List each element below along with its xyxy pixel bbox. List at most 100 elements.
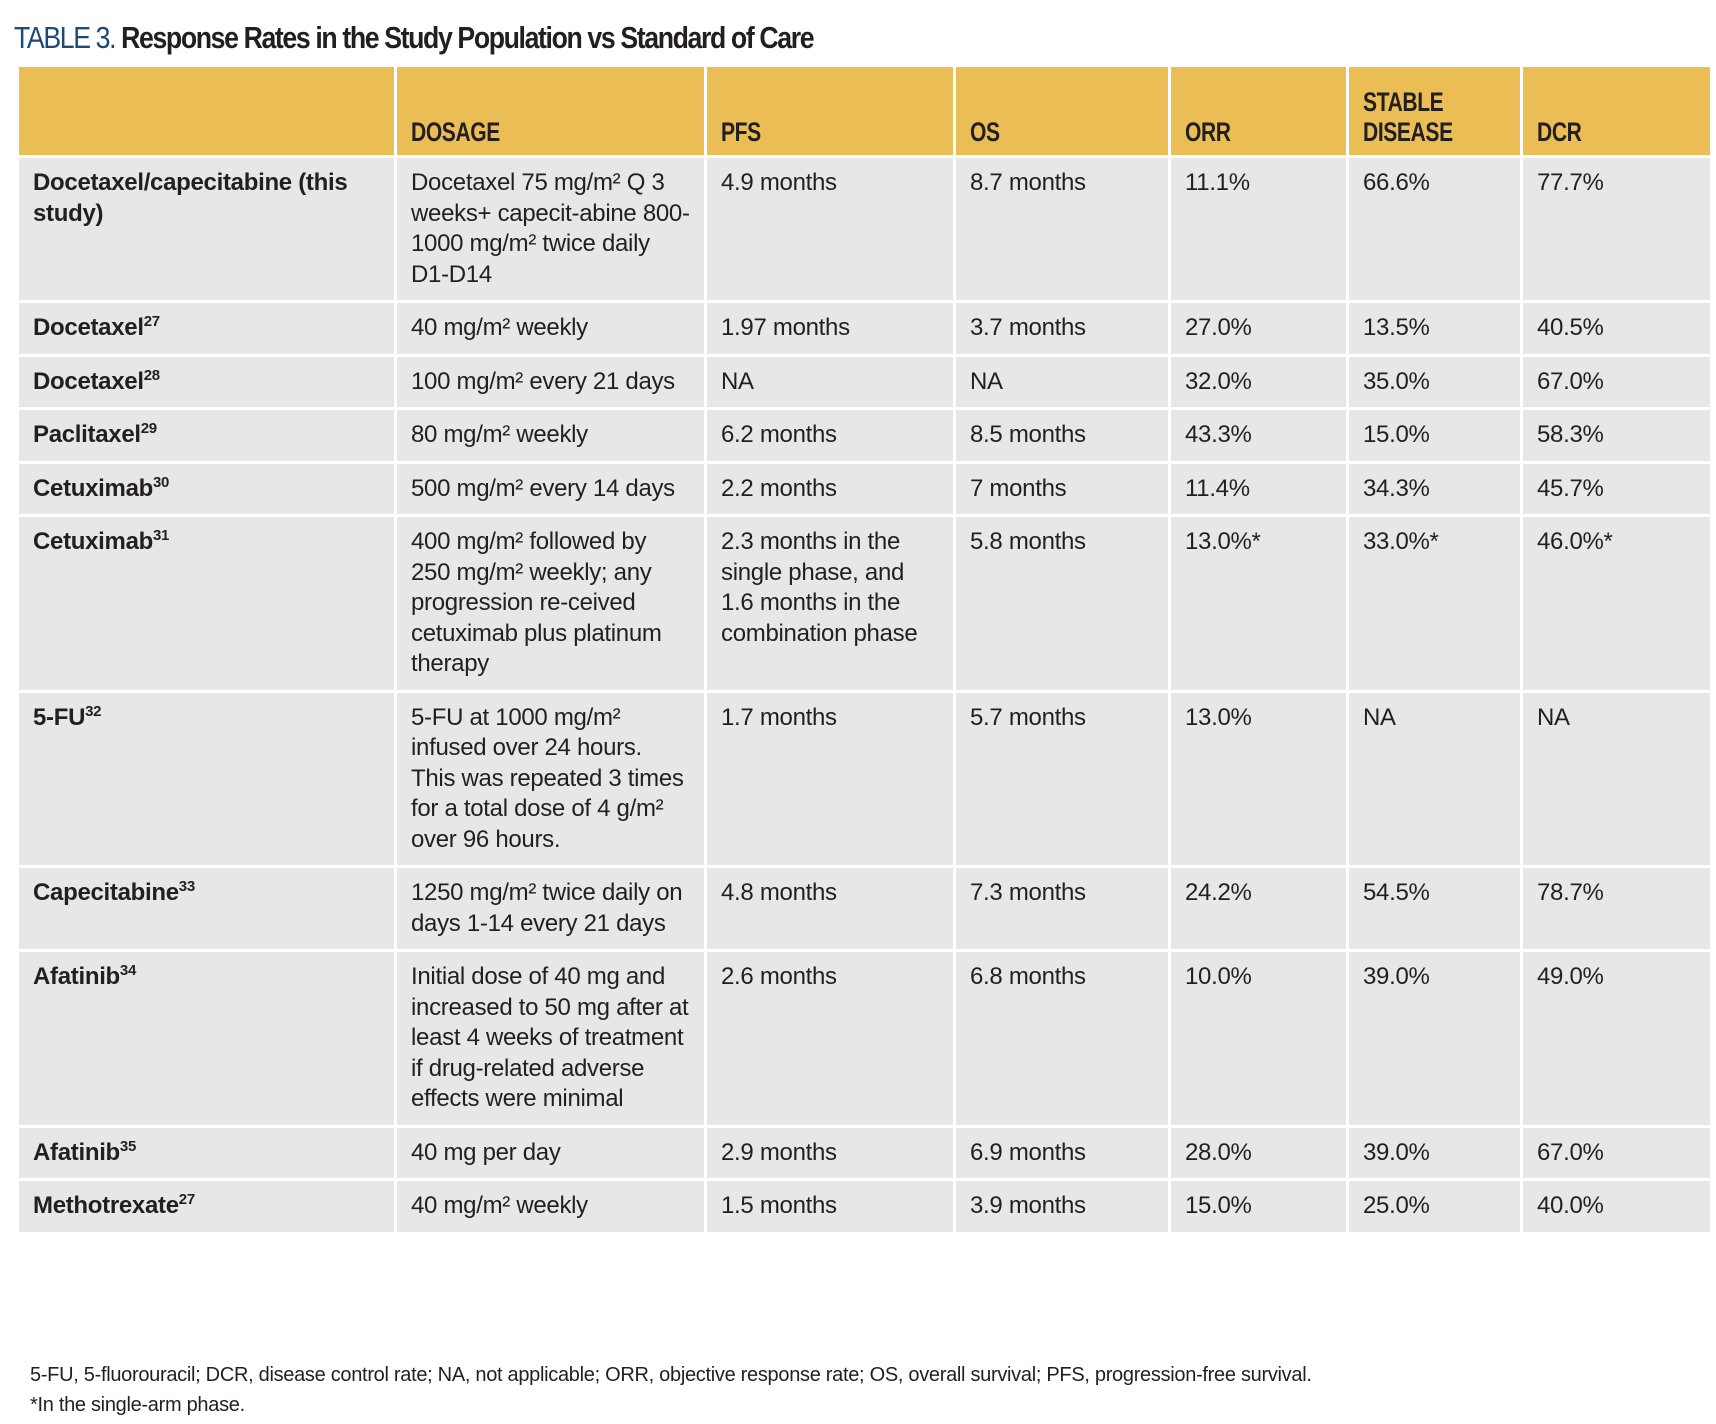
- reference-number: 29: [140, 420, 157, 437]
- orr-cell: 13.0%*: [1168, 514, 1349, 693]
- dosage-cell: Docetaxel 75 mg/m² Q 3 weeks+ capecit-ab…: [394, 155, 707, 303]
- header-label: OS: [970, 117, 1000, 147]
- drug-cell: Docetaxel28: [16, 353, 397, 410]
- orr-cell: 28.0%: [1168, 1124, 1349, 1181]
- drug-cell: Afatinib34: [16, 949, 397, 1128]
- pfs-cell: 2.3 months in the single phase, and 1.6 …: [704, 514, 956, 693]
- dosage-cell: Initial dose of 40 mg and increased to 5…: [394, 949, 707, 1128]
- table-row: Paclitaxel29 80 mg/m² weekly 6.2 months 8.5…: [16, 407, 1713, 464]
- os-cell: 8.7 months: [953, 155, 1171, 303]
- table-row: Cetuximab30 500 mg/m² every 14 days 2.2 mo…: [16, 460, 1713, 517]
- footnote-abbreviations: 5-FU, 5-fluorouracil; DCR, disease contr…: [30, 1364, 1312, 1386]
- orr-cell: 10.0%: [1168, 949, 1349, 1128]
- dcr-cell: 67.0%: [1520, 353, 1713, 410]
- stable-disease-cell: NA: [1346, 689, 1523, 868]
- header-os: OS: [953, 64, 1171, 158]
- header-drug: [16, 64, 397, 158]
- orr-cell: 27.0%: [1168, 300, 1349, 357]
- header-row: DOSAGE PFS OS ORR STABLE DISEASE DCR: [16, 64, 1713, 158]
- drug-name: Docetaxel: [33, 314, 144, 341]
- os-cell: NA: [953, 353, 1171, 410]
- drug-name: Methotrexate: [33, 1192, 179, 1219]
- stable-disease-cell: 39.0%: [1346, 1124, 1523, 1181]
- table-row: Docetaxel28 100 mg/m² every 21 days NA NA 32…: [16, 353, 1713, 410]
- orr-cell: 11.1%: [1168, 155, 1349, 303]
- drug-cell: Cetuximab31: [16, 514, 397, 693]
- drug-name: Paclitaxel: [33, 421, 141, 448]
- pfs-cell: 2.6 months: [704, 949, 956, 1128]
- drug-cell: Paclitaxel29: [16, 407, 397, 464]
- table-row: 5-FU32 5-FU at 1000 mg/m² infused over 24…: [16, 689, 1713, 868]
- dosage-cell: 80 mg/m² weekly: [394, 407, 707, 464]
- header-label: STABLE DISEASE: [1363, 87, 1453, 147]
- dosage-cell: 100 mg/m² every 21 days: [394, 353, 707, 410]
- dcr-cell: NA: [1520, 689, 1713, 868]
- drug-cell: Docetaxel27: [16, 300, 397, 357]
- dcr-cell: 78.7%: [1520, 865, 1713, 952]
- header-label: DOSAGE: [411, 117, 500, 147]
- dosage-cell: 5-FU at 1000 mg/m² infused over 24 hours…: [394, 689, 707, 868]
- table-row: Capecitabine33 1250 mg/m² twice daily on …: [16, 865, 1713, 952]
- stable-disease-cell: 13.5%: [1346, 300, 1523, 357]
- reference-number: 27: [143, 313, 160, 330]
- header-orr: ORR: [1168, 64, 1349, 158]
- os-cell: 3.9 months: [953, 1178, 1171, 1235]
- drug-cell: Cetuximab30: [16, 460, 397, 517]
- pfs-cell: 1.5 months: [704, 1178, 956, 1235]
- dosage-cell: 1250 mg/m² twice daily on days 1-14 ever…: [394, 865, 707, 952]
- drug-cell: Capecitabine33: [16, 865, 397, 952]
- reference-number: 32: [85, 702, 102, 720]
- header-label: PFS: [721, 117, 761, 147]
- table-row: Afatinib34 Initial dose of 40 mg and incr…: [16, 949, 1713, 1128]
- footnote-asterisk: *In the single-arm phase.: [30, 1394, 245, 1416]
- reference-number: 34: [119, 962, 137, 979]
- header-pfs: PFS: [704, 64, 956, 158]
- footnotes: 5-FU, 5-fluorouracil; DCR, disease contr…: [30, 1360, 1312, 1420]
- dcr-cell: 49.0%: [1520, 949, 1713, 1128]
- orr-cell: 32.0%: [1168, 353, 1349, 410]
- stable-disease-cell: 33.0%*: [1346, 514, 1523, 693]
- pfs-cell: 1.97 months: [704, 300, 956, 357]
- dosage-cell: 40 mg per day: [394, 1124, 707, 1181]
- pfs-cell: 6.2 months: [704, 407, 956, 464]
- dosage-cell: 400 mg/m² followed by 250 mg/m² weekly; …: [394, 514, 707, 693]
- pfs-cell: 4.8 months: [704, 865, 956, 952]
- dcr-cell: 45.7%: [1520, 460, 1713, 517]
- orr-cell: 43.3%: [1168, 407, 1349, 464]
- table-row: Cetuximab31 400 mg/m² followed by 250 mg/…: [16, 514, 1713, 693]
- header-label: ORR: [1185, 117, 1231, 147]
- stable-disease-cell: 15.0%: [1346, 407, 1523, 464]
- table-caption: Response Rates in the Study Population v…: [121, 20, 814, 55]
- os-cell: 7 months: [953, 460, 1171, 517]
- drug-cell: 5-FU32: [16, 689, 397, 868]
- dcr-cell: 77.7%: [1520, 155, 1713, 303]
- dcr-cell: 58.3%: [1520, 407, 1713, 464]
- header-dcr: DCR: [1520, 64, 1713, 158]
- os-cell: 6.8 months: [953, 949, 1171, 1128]
- drug-name: Afatinib: [33, 963, 120, 990]
- stable-disease-cell: 39.0%: [1346, 949, 1523, 1128]
- reference-number: 30: [153, 473, 170, 491]
- pfs-cell: NA: [704, 353, 956, 410]
- stable-disease-cell: 34.3%: [1346, 460, 1523, 517]
- reference-number: 35: [119, 1137, 137, 1155]
- dcr-cell: 67.0%: [1520, 1124, 1713, 1181]
- reference-number: 28: [143, 366, 160, 384]
- dosage-cell: 500 mg/m² every 14 days: [394, 460, 707, 517]
- dcr-cell: 40.5%: [1520, 300, 1713, 357]
- pfs-cell: 1.7 months: [704, 689, 956, 868]
- table-label: TABLE 3.: [14, 20, 116, 55]
- header-stable-disease: STABLE DISEASE: [1346, 64, 1523, 158]
- os-cell: 8.5 months: [953, 407, 1171, 464]
- pfs-cell: 4.9 months: [704, 155, 956, 303]
- stable-disease-cell: 54.5%: [1346, 865, 1523, 952]
- table-row: Docetaxel/capecitabine (this study) Docet…: [16, 155, 1713, 303]
- pfs-cell: 2.9 months: [704, 1124, 956, 1181]
- drug-name: Docetaxel/capecitabine (this study): [33, 169, 348, 227]
- os-cell: 5.8 months: [953, 514, 1171, 693]
- dosage-cell: 40 mg/m² weekly: [394, 300, 707, 357]
- header-dosage: DOSAGE: [394, 64, 707, 158]
- drug-name: 5-FU: [33, 703, 86, 731]
- stable-disease-cell: 35.0%: [1346, 353, 1523, 410]
- drug-name: Docetaxel: [33, 367, 144, 395]
